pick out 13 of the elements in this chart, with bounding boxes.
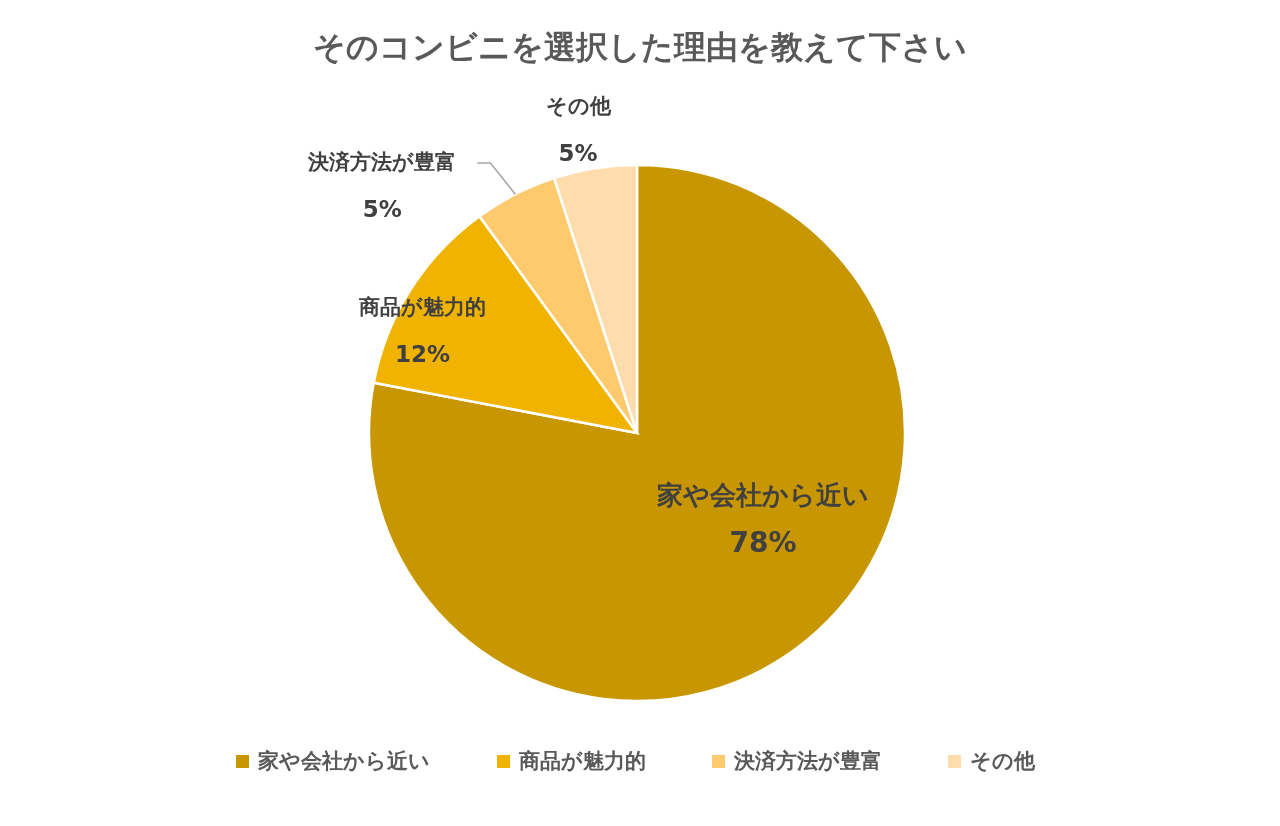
legend-label: 決済方法が豊富 bbox=[733, 749, 882, 773]
slice-label: その他 bbox=[545, 93, 612, 118]
slice-label: 決済方法が豊富 bbox=[307, 150, 457, 175]
slice-label: 商品が魅力的 bbox=[358, 294, 487, 319]
slice-label: 家や会社から近い bbox=[655, 480, 869, 511]
data-label: 78% bbox=[729, 526, 797, 560]
legend-label: 商品が魅力的 bbox=[518, 749, 646, 773]
legend-label: その他 bbox=[970, 749, 1036, 773]
data-label: 12% bbox=[395, 340, 451, 367]
chart-title: そのコンビニを選択した理由を教えて下さい bbox=[313, 28, 967, 66]
legend-label: 家や会社から近い bbox=[257, 749, 430, 773]
data-label: 5% bbox=[362, 196, 402, 223]
data-label: 5% bbox=[558, 139, 598, 166]
